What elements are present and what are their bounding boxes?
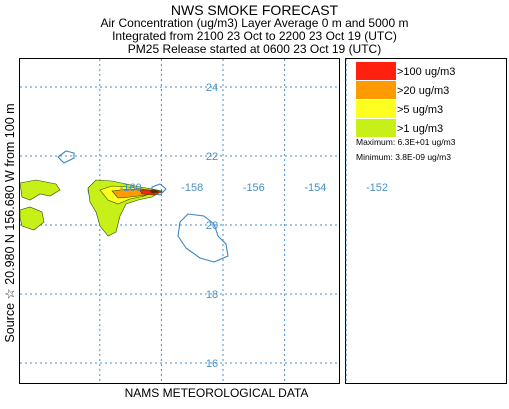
lon-label: -154: [304, 182, 326, 194]
lon-label: -152: [366, 182, 388, 194]
subtitle-release: PM25 Release started at 0600 23 Oct 19 (…: [127, 42, 382, 56]
lat-label: 20: [206, 220, 218, 232]
big-island-coast: [177, 213, 229, 263]
footer-label: NAMS METEOROLOGICAL DATA: [124, 386, 309, 400]
lat-label: 22: [206, 151, 218, 163]
legend-swatch: [356, 119, 396, 137]
legend-label: >20 ug/m3: [397, 85, 449, 97]
legend-swatch: [356, 81, 396, 99]
plume-level-1-west: [19, 179, 61, 201]
plume-level-1-southwest: [19, 206, 45, 231]
legend-label: >5 ug/m3: [397, 104, 443, 116]
graticule: [20, 59, 347, 383]
kauai-coast: [57, 150, 75, 164]
map-frame: [19, 58, 340, 384]
minimum-label: Minimum: 3.8E-09 ug/m3: [356, 152, 451, 162]
longitude-labels: -160 -158 -156 -154 -152: [120, 182, 388, 194]
subtitle-concentration: Air Concentration (ug/m3) Layer Average …: [100, 16, 409, 30]
lat-label: 18: [206, 289, 218, 301]
latitude-labels: 24 22 20 18 16: [206, 82, 218, 370]
legend-swatch: [356, 100, 396, 118]
legend-label: >1 ug/m3: [397, 123, 443, 135]
legend: >100 ug/m3 >20 ug/m3 >5 ug/m3 >1 ug/m3: [356, 62, 455, 137]
chart-title: NWS SMOKE FORECAST: [170, 2, 339, 18]
lat-label: 16: [206, 358, 218, 370]
lon-label: -158: [181, 182, 203, 194]
plume-core: [149, 189, 159, 194]
lon-label: -160: [120, 182, 142, 194]
maximum-label: Maximum: 6.3E+01 ug/m3: [356, 137, 456, 147]
legend-label: >100 ug/m3: [397, 66, 455, 78]
legend-swatch: [356, 62, 396, 80]
legend-frame: [345, 58, 507, 384]
lon-label: -156: [243, 182, 265, 194]
smoke-plume: [19, 179, 163, 237]
subtitle-integration: Integrated from 2100 23 Oct to 2200 23 O…: [112, 29, 397, 43]
lat-label: 24: [206, 82, 218, 94]
